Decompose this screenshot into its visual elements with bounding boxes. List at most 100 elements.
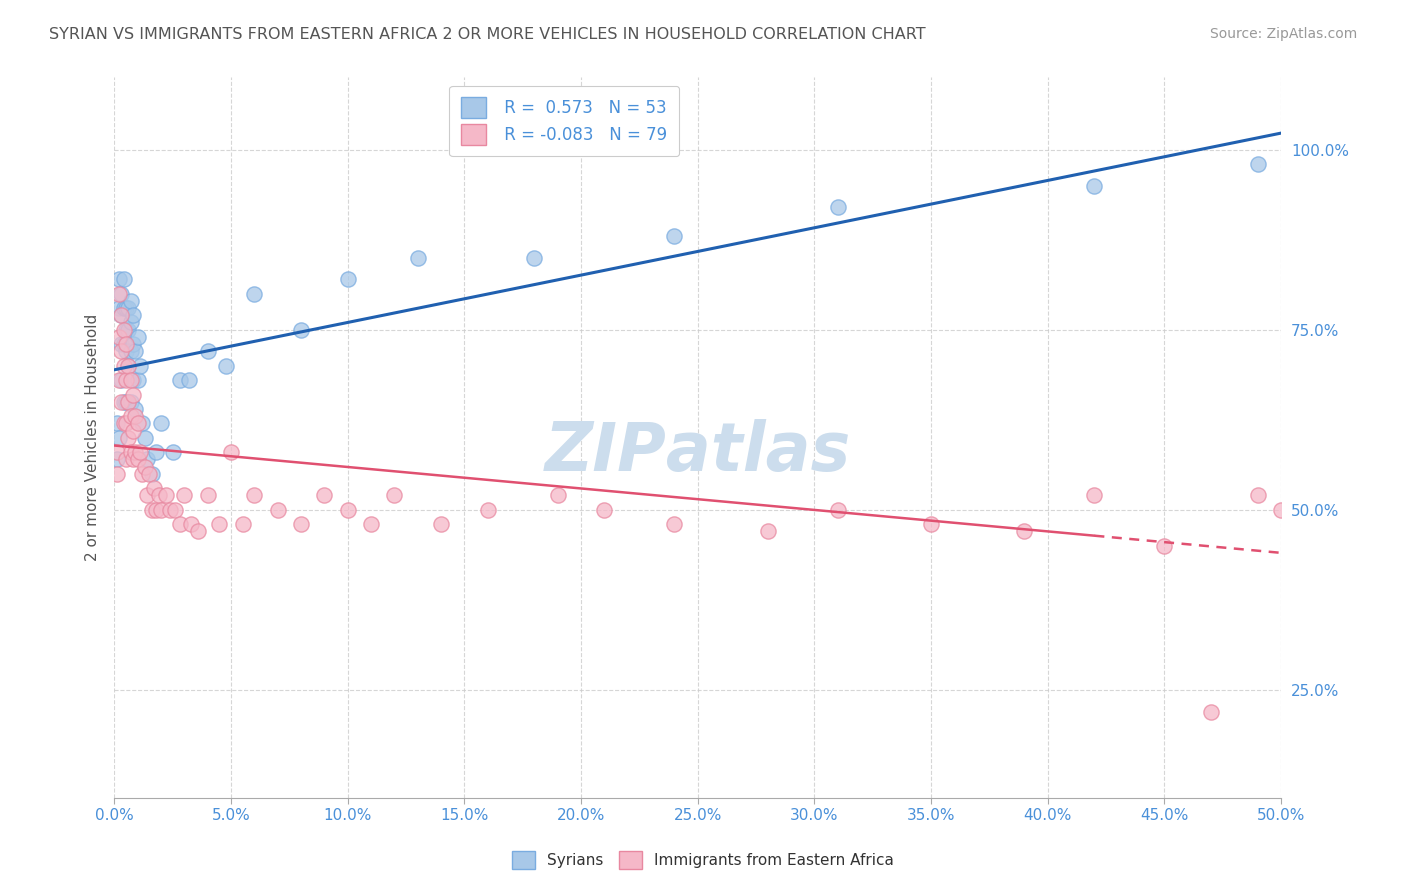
Point	[134, 431, 156, 445]
Point	[145, 445, 167, 459]
Point	[430, 517, 453, 532]
Point	[112, 301, 135, 315]
Point	[110, 373, 132, 387]
Point	[141, 503, 163, 517]
Point	[105, 467, 128, 481]
Point	[827, 503, 849, 517]
Point	[360, 517, 382, 532]
Point	[115, 301, 138, 315]
Point	[115, 323, 138, 337]
Text: ZIP​atlas: ZIP​atlas	[544, 419, 851, 485]
Point	[128, 359, 150, 373]
Point	[593, 503, 616, 517]
Point	[110, 286, 132, 301]
Point	[117, 301, 139, 315]
Point	[1199, 705, 1222, 719]
Point	[105, 417, 128, 431]
Point	[314, 488, 336, 502]
Text: SYRIAN VS IMMIGRANTS FROM EASTERN AFRICA 2 OR MORE VEHICLES IN HOUSEHOLD CORRELA: SYRIAN VS IMMIGRANTS FROM EASTERN AFRICA…	[49, 27, 925, 42]
Point	[406, 251, 429, 265]
Point	[117, 323, 139, 337]
Point	[382, 488, 405, 502]
Point	[121, 308, 143, 322]
Point	[112, 337, 135, 351]
Point	[197, 488, 219, 502]
Point	[105, 452, 128, 467]
Y-axis label: 2 or more Vehicles in Household: 2 or more Vehicles in Household	[86, 314, 100, 561]
Point	[110, 344, 132, 359]
Point	[219, 445, 242, 459]
Point	[1153, 539, 1175, 553]
Point	[149, 417, 172, 431]
Point	[134, 459, 156, 474]
Point	[120, 315, 142, 329]
Point	[112, 359, 135, 373]
Point	[208, 517, 231, 532]
Point	[115, 452, 138, 467]
Point	[108, 301, 131, 315]
Point	[124, 445, 146, 459]
Point	[159, 503, 181, 517]
Point	[110, 337, 132, 351]
Point	[180, 517, 202, 532]
Point	[112, 417, 135, 431]
Point	[108, 286, 131, 301]
Point	[124, 401, 146, 416]
Point	[131, 417, 153, 431]
Point	[243, 488, 266, 502]
Point	[108, 431, 131, 445]
Point	[120, 293, 142, 308]
Point	[169, 373, 191, 387]
Point	[336, 272, 359, 286]
Point	[1270, 503, 1292, 517]
Point	[138, 467, 160, 481]
Point	[141, 467, 163, 481]
Point	[115, 394, 138, 409]
Point	[215, 359, 238, 373]
Point	[105, 445, 128, 459]
Point	[142, 481, 165, 495]
Point	[127, 417, 149, 431]
Point	[290, 323, 312, 337]
Point	[266, 503, 288, 517]
Point	[112, 323, 135, 337]
Point	[1083, 488, 1105, 502]
Point	[149, 503, 172, 517]
Point	[124, 344, 146, 359]
Point	[127, 452, 149, 467]
Point	[1083, 178, 1105, 193]
Point	[115, 417, 138, 431]
Point	[117, 394, 139, 409]
Point	[135, 488, 157, 502]
Point	[115, 337, 138, 351]
Point	[127, 330, 149, 344]
Point	[169, 517, 191, 532]
Point	[187, 524, 209, 539]
Point	[177, 373, 200, 387]
Point	[108, 330, 131, 344]
Point	[1316, 488, 1339, 502]
Legend:  R =  0.573   N = 53,  R = -0.083   N = 79: R = 0.573 N = 53, R = -0.083 N = 79	[450, 86, 679, 156]
Point	[1294, 517, 1316, 532]
Point	[232, 517, 254, 532]
Point	[145, 503, 167, 517]
Point	[110, 394, 132, 409]
Point	[827, 200, 849, 214]
Point	[112, 394, 135, 409]
Point	[121, 337, 143, 351]
Point	[124, 409, 146, 424]
Point	[547, 488, 569, 502]
Point	[131, 467, 153, 481]
Point	[115, 344, 138, 359]
Point	[120, 409, 142, 424]
Point	[121, 452, 143, 467]
Point	[121, 373, 143, 387]
Point	[162, 445, 184, 459]
Point	[120, 344, 142, 359]
Point	[197, 344, 219, 359]
Point	[121, 387, 143, 401]
Point	[128, 445, 150, 459]
Point	[117, 359, 139, 373]
Point	[120, 373, 142, 387]
Point	[173, 488, 195, 502]
